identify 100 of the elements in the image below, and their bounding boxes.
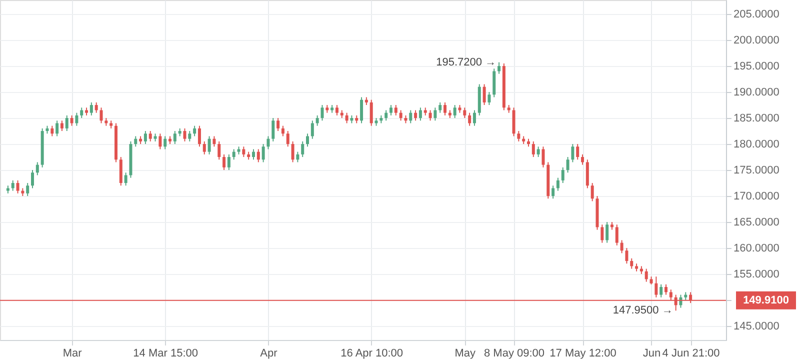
candlestick (384, 110, 388, 122)
candlestick (399, 110, 402, 122)
candlestick (492, 68, 496, 98)
candlestick (242, 146, 246, 158)
candlestick (310, 120, 314, 140)
x-tick-label: Jun (642, 348, 661, 360)
candlestick (60, 120, 64, 132)
candlestick (414, 110, 418, 122)
candlestick (536, 146, 540, 158)
y-tick-label: 165.0000 (734, 216, 780, 228)
candlestick (262, 144, 265, 163)
candlestick (625, 247, 628, 264)
candlestick (202, 140, 206, 155)
candlestick (606, 221, 609, 244)
candlestick (94, 102, 98, 114)
candlestick (80, 107, 84, 119)
y-tick-label: 205.0000 (734, 8, 780, 21)
candlestick (11, 180, 14, 192)
candlestick (600, 224, 604, 244)
candlestick (620, 240, 624, 254)
candlestick (158, 133, 162, 150)
candlestick (218, 140, 221, 160)
candlestick (444, 102, 447, 116)
y-tick-label: 190.0000 (734, 86, 780, 99)
candlestick (31, 170, 34, 189)
candlestick (134, 136, 138, 148)
candlestick (660, 284, 663, 298)
candlestick (316, 114, 319, 126)
x-tick-label: 8 May 09:00 (484, 348, 545, 360)
y-tick-label: 180.0000 (734, 138, 780, 151)
candlestick (281, 125, 284, 137)
candlestick (360, 96, 364, 124)
candlestick (409, 110, 412, 124)
candlestick (65, 114, 68, 132)
candlestick (590, 182, 594, 202)
candlestick (124, 172, 128, 186)
candlestick (301, 140, 304, 158)
x-tick-label: Apr (260, 348, 278, 360)
ref-line-label: 149.9100 (743, 294, 789, 306)
candlestick (90, 102, 93, 116)
candlestick (498, 62, 501, 74)
candlestick (320, 104, 324, 122)
candlestick (193, 125, 196, 137)
candlestick (16, 180, 20, 194)
annotation: 195.7200 → (436, 56, 496, 68)
candlestick (542, 146, 545, 168)
candlestick (164, 136, 167, 150)
y-tick-label: 145.0000 (734, 320, 780, 332)
y-tick-label: 170.0000 (734, 190, 780, 202)
y-tick-label: 200.0000 (734, 34, 780, 47)
candlestick (119, 156, 122, 186)
candlestick (418, 107, 422, 122)
candlestick (345, 112, 348, 124)
candlestick (552, 185, 555, 200)
candlestick (173, 130, 176, 145)
candlestick (370, 99, 373, 126)
candlestick (272, 118, 275, 142)
y-tick-label: 175.0000 (734, 164, 780, 176)
candlestick (50, 125, 54, 137)
candlestick (561, 166, 564, 184)
x-tick-label: Mar (62, 348, 82, 360)
x-tick-label: 17 May 12:00 (550, 348, 616, 360)
x-tick-label: May (454, 348, 476, 360)
candlestick (144, 130, 147, 145)
candlestick (198, 125, 201, 148)
candlestick (463, 107, 466, 119)
candlestick (566, 156, 570, 174)
candlestick (26, 182, 30, 196)
candlestick (100, 107, 103, 124)
candlestick (434, 107, 437, 122)
candlestick (482, 84, 486, 106)
candlestick (615, 224, 618, 246)
candlestick (291, 140, 294, 163)
candlestick (256, 148, 260, 163)
y-tick-label: 195.0000 (734, 60, 780, 73)
candlestick (389, 104, 392, 116)
candlestick (148, 130, 152, 142)
candlestick (227, 154, 230, 170)
candlestick (212, 136, 216, 148)
candlestick (571, 144, 574, 163)
candlestick (453, 104, 456, 119)
x-tick-label: 16 Apr 10:00 (340, 348, 404, 360)
candlestick (428, 110, 432, 122)
candlestick (630, 258, 634, 270)
candlestick (654, 276, 658, 298)
candlestick (36, 162, 39, 176)
candlestick (468, 112, 472, 126)
candlestick (208, 136, 211, 155)
candlestick (394, 104, 398, 116)
candlestick (276, 118, 280, 132)
candlestick (183, 128, 186, 142)
candlestick (581, 154, 584, 166)
candlestick (517, 130, 520, 142)
candlestick (586, 159, 589, 189)
candlestick (664, 284, 668, 296)
candlestick (232, 148, 236, 160)
candlestick (188, 130, 192, 142)
candlestick (252, 148, 255, 160)
candlestick (56, 120, 59, 137)
y-tick-label: 160.0000 (734, 242, 780, 254)
